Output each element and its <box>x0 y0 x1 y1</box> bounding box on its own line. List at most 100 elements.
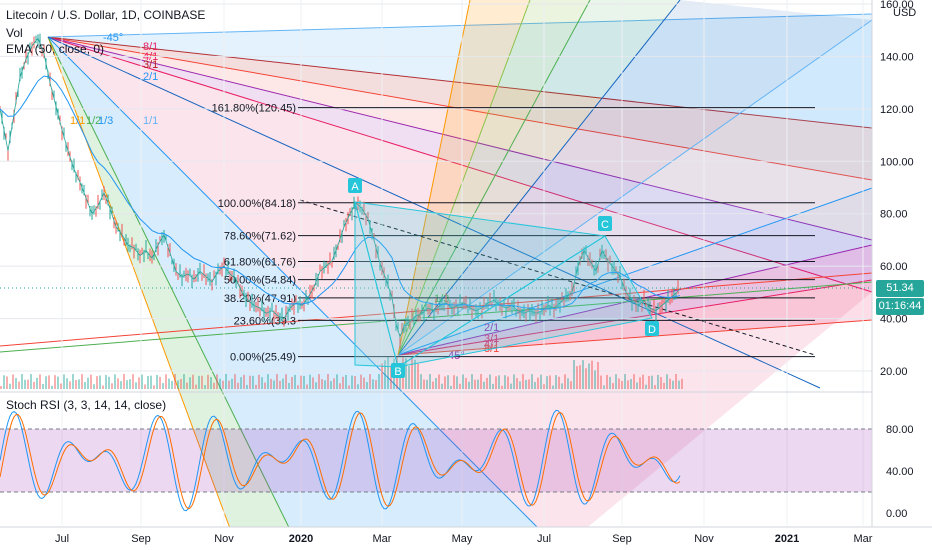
volume-bar <box>435 378 437 389</box>
price-tick-label: 60.00 <box>880 261 908 273</box>
volume-bar <box>72 374 74 389</box>
volume-bar <box>33 381 35 389</box>
gann-fan-drawings: -45°8/14/13/12/11/11/1 1/21/32/13/14/18/1… <box>0 0 873 550</box>
volume-bar <box>570 381 572 389</box>
volume-bar <box>546 376 548 389</box>
fan-label: 2/1 <box>484 322 499 334</box>
fan-ray <box>397 244 873 356</box>
volume-bar <box>111 383 113 389</box>
volume-bar <box>123 374 125 389</box>
volume-bar <box>153 385 155 389</box>
volume-bar <box>498 375 500 389</box>
volume-bar <box>390 365 392 389</box>
volume-bar <box>603 385 605 389</box>
volume-bar <box>576 366 578 389</box>
volume-bar <box>534 381 536 389</box>
fan-sector <box>48 14 872 128</box>
time-tick-label: Nov <box>694 533 714 545</box>
volume-bar <box>318 374 320 389</box>
volume-bar <box>129 379 131 389</box>
volume-bar <box>117 378 119 389</box>
volume-bar <box>651 375 653 389</box>
time-tick-label: Mar <box>854 533 873 545</box>
volume-bar <box>426 379 428 389</box>
ema-legend: EMA (50, close, 0) <box>6 42 105 56</box>
volume-bar <box>234 374 236 389</box>
volume-bar <box>321 379 323 389</box>
volume-bar <box>399 367 401 389</box>
volume-bar <box>99 375 101 389</box>
fan-ray <box>397 187 873 356</box>
volume-bar <box>9 383 11 389</box>
volume-bar <box>384 360 386 389</box>
price-tick-label: 20.00 <box>880 366 908 378</box>
volume-bar <box>468 381 470 389</box>
volume-bar <box>624 374 626 389</box>
volume-bar <box>12 374 14 389</box>
volume-bar <box>639 377 641 389</box>
volume-bar <box>168 378 170 389</box>
volume-bar <box>210 377 212 389</box>
price-tick-label: 40.00 <box>880 314 908 326</box>
price-series <box>0 33 681 348</box>
volume-bar <box>456 376 458 389</box>
volume-bar <box>366 382 368 389</box>
volume-bar <box>672 380 674 389</box>
fib-level-label: 61.80%(61.76) <box>224 257 296 269</box>
volume-bar <box>330 381 332 389</box>
volume-bar <box>267 374 269 389</box>
volume-bar <box>276 374 278 389</box>
volume-bar <box>303 375 305 389</box>
volume-bar <box>270 378 272 389</box>
volume-bar <box>642 374 644 389</box>
fan-label: 3/1 <box>143 59 158 71</box>
volume-bar <box>579 365 581 389</box>
volume-bar <box>441 383 443 389</box>
volume-bar <box>36 377 38 389</box>
volume-bar <box>306 384 308 389</box>
fan-ray <box>47 36 873 293</box>
fan-ray <box>397 0 681 356</box>
volume-bar <box>372 379 374 389</box>
volume-bar <box>93 384 95 389</box>
volume-bar <box>288 382 290 389</box>
volume-legend: Vol <box>6 26 23 40</box>
time-tick-label: 2021 <box>775 533 799 545</box>
fib-level-label: 38.20%(47.91) <box>224 293 296 305</box>
volume-bar <box>657 374 659 389</box>
volume-bar <box>348 385 350 389</box>
volume-bar <box>294 374 296 389</box>
fan-ray <box>397 19 873 356</box>
volume-bar <box>678 380 680 389</box>
volume-bar <box>258 374 260 389</box>
volume-bar <box>564 374 566 389</box>
volume-bar <box>66 378 68 389</box>
time-tick-label: Mar <box>373 533 392 545</box>
volume-bar <box>282 378 284 389</box>
price-tick-label: 80.00 <box>880 209 908 221</box>
stoch-tick-label: 0.00 <box>886 508 907 520</box>
fib-level-label: 161.80%(120.45) <box>212 103 296 115</box>
volume-bar <box>543 384 545 389</box>
volume-bar <box>450 385 452 389</box>
volume-bar <box>351 375 353 389</box>
fibonacci-extension[interactable]: 161.80%(120.45) 100.00%(84.18) 78.60%(71.6… <box>212 103 815 364</box>
volume-bar <box>645 384 647 389</box>
time-axis-background <box>0 527 932 550</box>
volume-bar <box>183 374 185 389</box>
volume-bar <box>633 374 635 389</box>
volume-bar <box>252 375 254 389</box>
volume-bar <box>126 380 128 389</box>
volume-bar <box>585 368 587 389</box>
volume-bar <box>300 375 302 389</box>
volume-bar <box>132 374 134 389</box>
volume-bar <box>102 385 104 389</box>
volume-bar <box>219 378 221 389</box>
volume-bar <box>423 379 425 389</box>
volume-bar <box>567 378 569 389</box>
abcd-pattern[interactable]: A B C D <box>348 178 659 378</box>
volume-bar <box>411 356 413 389</box>
volume-bar <box>420 374 422 389</box>
volume-bar <box>45 376 47 389</box>
